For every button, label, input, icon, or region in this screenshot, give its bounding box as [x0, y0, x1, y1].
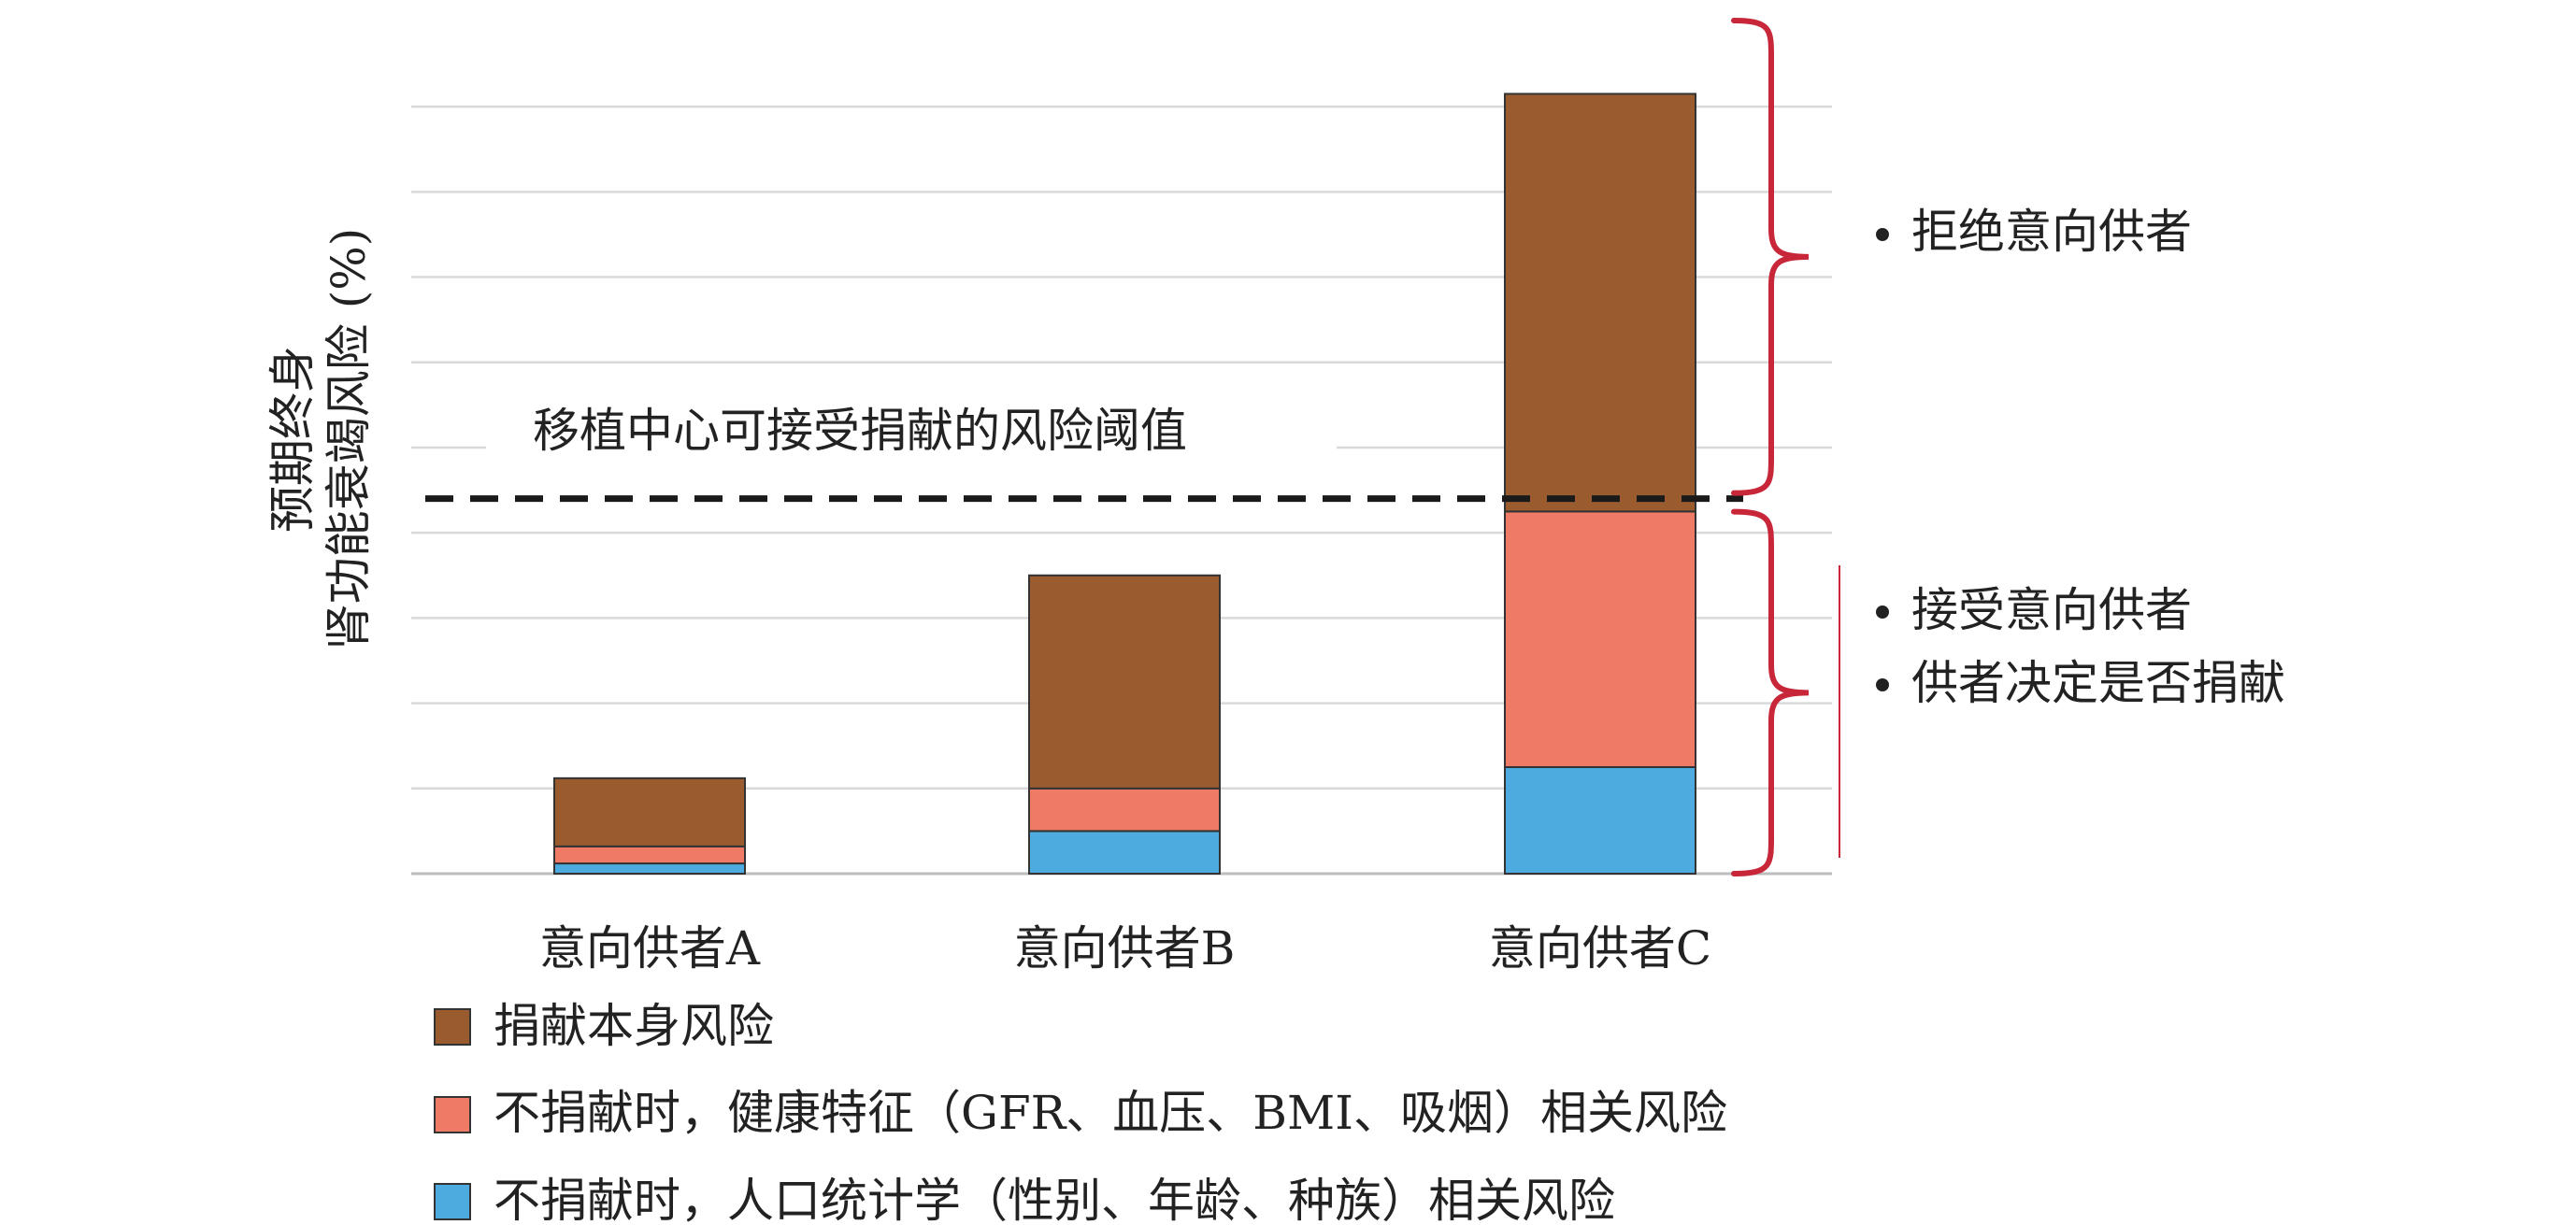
- bar-segment: [553, 776, 746, 848]
- gridlines: [411, 105, 1832, 876]
- bar-segment: [1504, 765, 1696, 875]
- bullet-dot-reject: [1876, 228, 1889, 241]
- legend-swatch-donation: [434, 1008, 471, 1046]
- bracket: [1731, 18, 1810, 496]
- threshold-label-bg: [486, 388, 1337, 481]
- annotation-reject: 拒绝意向供者: [1911, 205, 2192, 259]
- legend-label-health: 不捐献时，健康特征（GFR、血压、BMI、吸烟）相关风险: [494, 1086, 1727, 1140]
- legend-label-donation: 捐献本身风险: [494, 999, 774, 1053]
- bar-segment: [1028, 574, 1221, 790]
- bullet-dot-accept: [1876, 605, 1889, 619]
- legend-swatch-demographic: [434, 1183, 471, 1220]
- annotation-decide: 供者决定是否捐献: [1911, 656, 2285, 710]
- bar-segment: [1028, 787, 1221, 833]
- bar-segment: [1028, 830, 1221, 876]
- bars: [553, 93, 1696, 876]
- legend-label-demographic: 不捐献时，人口统计学（性别、年龄、种族）相关风险: [494, 1174, 1615, 1225]
- threshold-label: 移植中心可接受捐献的风险阈值: [533, 404, 1187, 458]
- category-label: 意向供者B: [1014, 921, 1236, 976]
- bar-segment: [1504, 510, 1696, 768]
- y-axis-label-line2: 肾功能衰竭风险 (%): [322, 228, 376, 650]
- brackets: [1731, 18, 1840, 876]
- bracket: [1731, 508, 1810, 876]
- bar-segment: [553, 862, 746, 875]
- y-axis-label-line1: 预期终身: [265, 346, 320, 533]
- bar-segment: [1504, 93, 1696, 513]
- category-labels: 意向供者A 意向供者B 意向供者C: [539, 921, 1711, 976]
- legend-swatch-health: [434, 1096, 471, 1133]
- category-label: 意向供者C: [1489, 921, 1711, 976]
- category-label: 意向供者A: [539, 921, 761, 976]
- bar-segment: [553, 845, 746, 865]
- bullet-dot-decide: [1876, 678, 1889, 691]
- annotation-accept: 接受意向供者: [1911, 583, 2192, 637]
